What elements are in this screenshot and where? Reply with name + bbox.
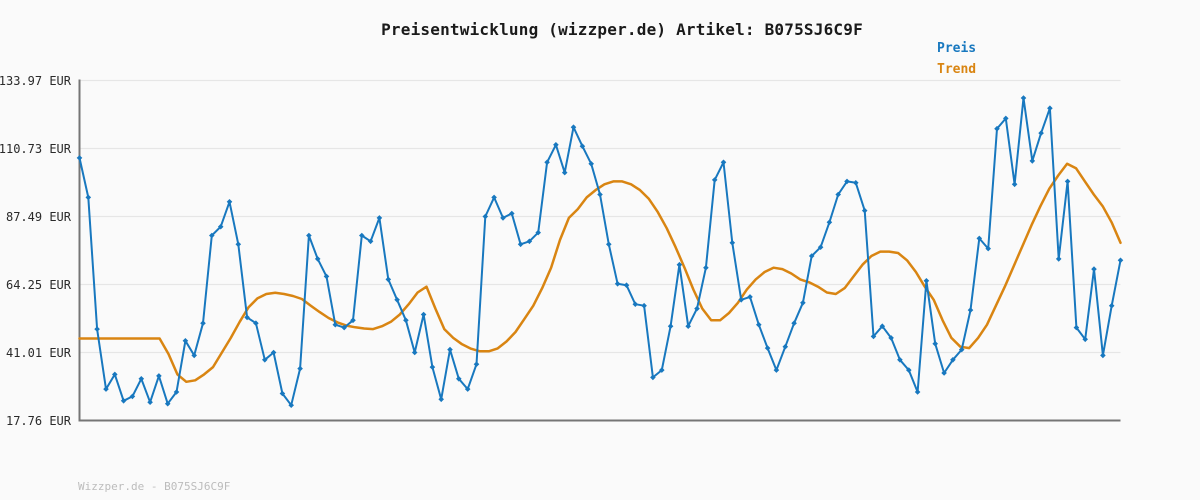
legend-item-trend: Trend [937,62,977,77]
y-tick-label: 41.01 EUR [6,346,72,360]
price-line [78,97,1122,407]
y-tick-label: 133.97 EUR [0,74,72,88]
chart-title: Preisentwicklung (wizzper.de) Artikel: B… [381,20,863,39]
y-axis-labels: 133.97 EUR 110.73 EUR 87.49 EUR 64.25 EUR 41… [0,74,72,428]
y-tick-label: 64.25 EUR [6,278,72,292]
axes [78,79,1121,422]
chart-legend: Preis Trend [937,38,976,80]
y-tick-label: 17.76 EUR [6,414,72,428]
gridlines [79,79,1121,422]
y-tick-label: 87.49 EUR [6,210,72,224]
y-tick-label: 110.73 EUR [0,142,72,156]
watermark-text: Wizzper.de - B075SJ6C9F [78,480,231,493]
price-markers [76,95,1124,408]
legend-item-preis: Preis [937,41,977,56]
trend-line [78,162,1122,384]
